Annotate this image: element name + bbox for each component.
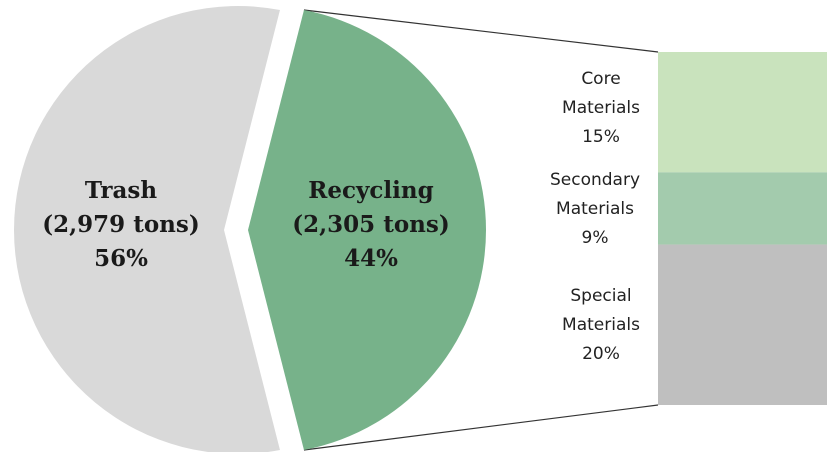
special-label-line1: Special [570,286,631,306]
connector-lines [303,9,659,451]
special-label-line2: Materials [562,315,640,335]
core-percent-label: 15% [582,127,620,147]
connector-line-top [303,9,659,53]
trash-tons-label: (2,979 tons) [42,211,199,238]
pie [13,6,487,452]
bar-segment-core [658,52,827,173]
core-label-line1: Core [581,69,620,89]
bar-segment-secondary [658,172,827,245]
secondary-label-line1: Secondary [550,170,640,190]
recycling-tons-label: (2,305 tons) [292,211,449,238]
special-percent-label: 20% [582,344,620,364]
bar-segment-special [658,244,827,405]
connector-line-bottom [303,404,659,451]
trash-percent-label: 56% [94,245,148,272]
pie-slice-trash [13,6,280,452]
trash-slice-label: Trash [85,177,157,204]
recycling-percent-label: 44% [344,245,398,272]
secondary-percent-label: 9% [582,228,609,248]
pie-slice-recycling [248,9,487,451]
recycling-slice-label: Recycling [308,177,433,204]
core-label-line2: Materials [562,98,640,118]
breakdown-bar [658,52,827,405]
secondary-label-line2: Materials [556,199,634,219]
